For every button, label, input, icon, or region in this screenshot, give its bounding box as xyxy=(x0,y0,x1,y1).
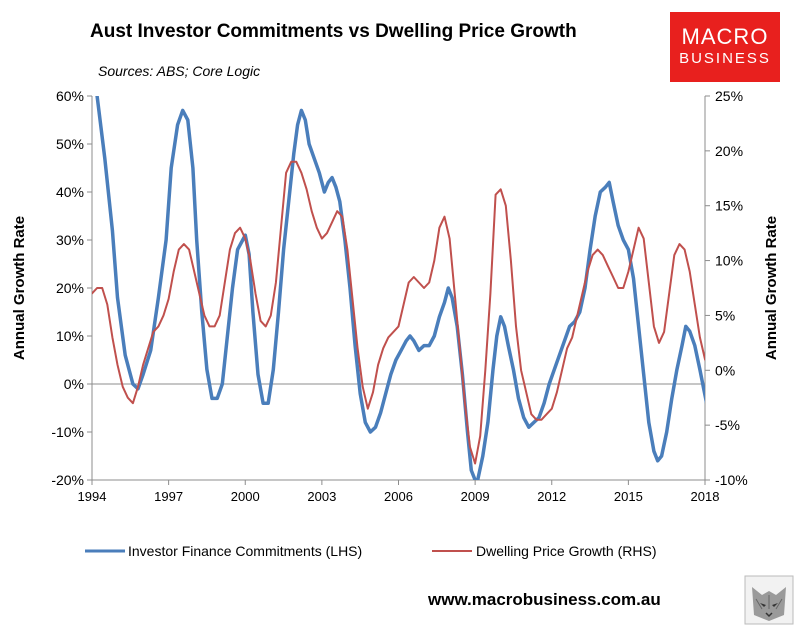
left-tick-label: 30% xyxy=(56,232,84,248)
right-tick-label: 15% xyxy=(715,198,743,214)
left-axis-label: Annual Growth Rate xyxy=(11,216,28,360)
left-tick-label: 0% xyxy=(64,376,84,392)
logo-line-2: BUSINESS xyxy=(679,50,771,67)
chart-subtitle: Sources: ABS; Core Logic xyxy=(98,63,260,79)
series-line-investor-finance xyxy=(95,96,705,480)
chart-title: Aust Investor Commitments vs Dwelling Pr… xyxy=(90,21,577,42)
x-tick-label: 1997 xyxy=(154,489,183,504)
footer-url: www.macrobusiness.com.au xyxy=(427,590,661,609)
logo-line-1: MACRO xyxy=(681,24,769,49)
x-tick-label: 2006 xyxy=(384,489,413,504)
x-tick-label: 1994 xyxy=(78,489,107,504)
left-tick-label: 60% xyxy=(56,88,84,104)
left-tick-label: 50% xyxy=(56,136,84,152)
macrobusiness-logo: MACRO BUSINESS xyxy=(670,12,780,82)
right-axis-label: Annual Growth Rate xyxy=(763,216,780,360)
left-tick-label: 20% xyxy=(56,280,84,296)
left-tick-label: 10% xyxy=(56,328,84,344)
series-line-dwelling-price xyxy=(92,160,705,465)
right-tick-label: -10% xyxy=(715,472,748,488)
axes xyxy=(91,96,706,481)
x-tick-label: 2003 xyxy=(307,489,336,504)
x-tick-label: 2012 xyxy=(537,489,566,504)
left-tick-label: 40% xyxy=(56,184,84,200)
right-tick-label: 20% xyxy=(715,143,743,159)
right-axis-ticks: -10% -5% 0% 5% 10% 15% 20% 25% xyxy=(705,88,748,488)
left-tick-label: -20% xyxy=(51,472,84,488)
series-group xyxy=(92,96,705,480)
left-tick-label: -10% xyxy=(51,424,84,440)
legend: Investor Finance Commitments (LHS) Dwell… xyxy=(85,543,656,559)
right-tick-label: 5% xyxy=(715,307,735,323)
right-tick-label: 25% xyxy=(715,88,743,104)
x-axis-ticks: 1994 1997 2000 2003 2006 2009 2012 2015 2018 xyxy=(78,480,720,504)
fox-logo-icon xyxy=(744,575,794,625)
x-tick-label: 2000 xyxy=(231,489,260,504)
legend-label-investor: Investor Finance Commitments (LHS) xyxy=(128,543,362,559)
right-tick-label: 10% xyxy=(715,253,743,269)
left-axis-ticks: -20% -10% 0% 10% 20% 30% 40% 50% 60% xyxy=(51,88,92,488)
right-tick-label: -5% xyxy=(715,417,740,433)
x-tick-label: 2015 xyxy=(614,489,643,504)
right-tick-label: 0% xyxy=(715,362,735,378)
x-tick-label: 2018 xyxy=(691,489,720,504)
legend-label-dwelling: Dwelling Price Growth (RHS) xyxy=(476,543,656,559)
x-tick-label: 2009 xyxy=(461,489,490,504)
